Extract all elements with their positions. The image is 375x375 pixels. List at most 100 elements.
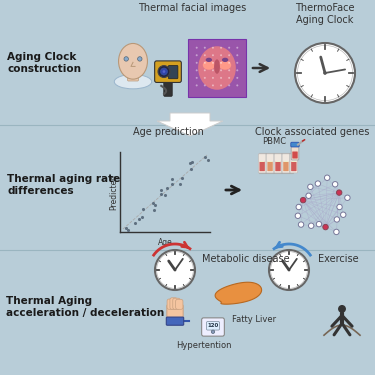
Text: Metabolic disease: Metabolic disease xyxy=(202,254,290,264)
Circle shape xyxy=(196,84,198,86)
Circle shape xyxy=(236,54,238,56)
Point xyxy=(150,200,156,206)
Circle shape xyxy=(212,84,214,86)
Circle shape xyxy=(196,54,198,56)
FancyBboxPatch shape xyxy=(274,154,282,173)
Circle shape xyxy=(295,213,301,219)
Text: PBMC: PBMC xyxy=(262,137,286,146)
Circle shape xyxy=(220,84,222,86)
Circle shape xyxy=(220,47,222,49)
Point xyxy=(125,227,131,233)
Circle shape xyxy=(228,84,230,86)
Circle shape xyxy=(337,204,342,210)
Ellipse shape xyxy=(206,58,212,62)
Circle shape xyxy=(300,197,306,203)
Circle shape xyxy=(228,77,230,79)
Circle shape xyxy=(309,223,314,228)
Circle shape xyxy=(298,222,304,227)
Circle shape xyxy=(228,69,230,71)
FancyBboxPatch shape xyxy=(167,299,174,309)
Circle shape xyxy=(228,47,230,49)
Circle shape xyxy=(138,57,142,61)
Circle shape xyxy=(228,62,230,64)
Point xyxy=(169,176,175,182)
Circle shape xyxy=(269,250,309,290)
Point xyxy=(202,154,208,160)
Circle shape xyxy=(236,84,238,86)
FancyBboxPatch shape xyxy=(258,154,266,173)
Circle shape xyxy=(212,62,214,64)
Circle shape xyxy=(196,62,198,64)
Point xyxy=(123,225,129,231)
FancyBboxPatch shape xyxy=(166,317,184,325)
Ellipse shape xyxy=(118,44,147,79)
Polygon shape xyxy=(215,282,262,304)
FancyBboxPatch shape xyxy=(283,162,289,171)
Ellipse shape xyxy=(114,75,152,89)
Circle shape xyxy=(334,217,339,222)
FancyBboxPatch shape xyxy=(259,153,293,173)
FancyBboxPatch shape xyxy=(207,322,219,330)
Circle shape xyxy=(308,184,313,189)
Point xyxy=(132,220,138,226)
Circle shape xyxy=(204,54,206,56)
Circle shape xyxy=(345,195,350,201)
Point xyxy=(140,206,146,212)
Ellipse shape xyxy=(198,46,236,90)
Point xyxy=(204,157,210,163)
Circle shape xyxy=(196,69,198,71)
Circle shape xyxy=(332,182,338,187)
Circle shape xyxy=(212,54,214,56)
Circle shape xyxy=(236,62,238,64)
Circle shape xyxy=(220,77,222,79)
Circle shape xyxy=(316,221,322,227)
Circle shape xyxy=(160,68,168,75)
Circle shape xyxy=(236,69,238,71)
Circle shape xyxy=(174,269,176,271)
Text: Thermal facial images: Thermal facial images xyxy=(138,3,246,13)
Circle shape xyxy=(315,181,321,186)
Circle shape xyxy=(204,77,206,79)
Text: Thermal aging rate
differences: Thermal aging rate differences xyxy=(7,174,120,196)
Circle shape xyxy=(155,250,195,290)
Point xyxy=(179,176,185,181)
Circle shape xyxy=(220,69,222,71)
Ellipse shape xyxy=(222,58,228,62)
Circle shape xyxy=(323,224,328,230)
Point xyxy=(136,216,142,222)
FancyBboxPatch shape xyxy=(268,161,272,162)
Circle shape xyxy=(220,62,222,64)
Circle shape xyxy=(236,47,238,49)
Circle shape xyxy=(204,47,206,49)
FancyBboxPatch shape xyxy=(291,142,299,147)
FancyBboxPatch shape xyxy=(290,154,298,173)
Circle shape xyxy=(323,71,327,75)
Circle shape xyxy=(340,212,346,217)
Circle shape xyxy=(220,54,222,56)
FancyBboxPatch shape xyxy=(292,152,298,159)
Circle shape xyxy=(296,204,302,210)
Text: Thermal Aging
acceleration / deceleration: Thermal Aging acceleration / deceleratio… xyxy=(6,296,164,318)
Circle shape xyxy=(334,229,339,235)
Circle shape xyxy=(236,77,238,79)
FancyBboxPatch shape xyxy=(267,162,273,171)
Ellipse shape xyxy=(214,59,220,74)
Text: Clock associated genes: Clock associated genes xyxy=(255,127,369,137)
FancyBboxPatch shape xyxy=(173,298,180,309)
Text: Predicted: Predicted xyxy=(110,174,118,210)
Point xyxy=(177,182,183,188)
Circle shape xyxy=(306,193,311,198)
Point xyxy=(139,214,145,220)
FancyBboxPatch shape xyxy=(154,61,182,82)
FancyBboxPatch shape xyxy=(292,161,296,162)
Point xyxy=(152,202,157,208)
Circle shape xyxy=(228,54,230,56)
FancyBboxPatch shape xyxy=(276,161,280,162)
Circle shape xyxy=(212,69,214,71)
Text: 120: 120 xyxy=(207,323,219,328)
Point xyxy=(162,192,168,198)
FancyBboxPatch shape xyxy=(168,65,178,79)
FancyBboxPatch shape xyxy=(266,154,274,173)
Point xyxy=(151,207,157,213)
Circle shape xyxy=(211,330,215,333)
